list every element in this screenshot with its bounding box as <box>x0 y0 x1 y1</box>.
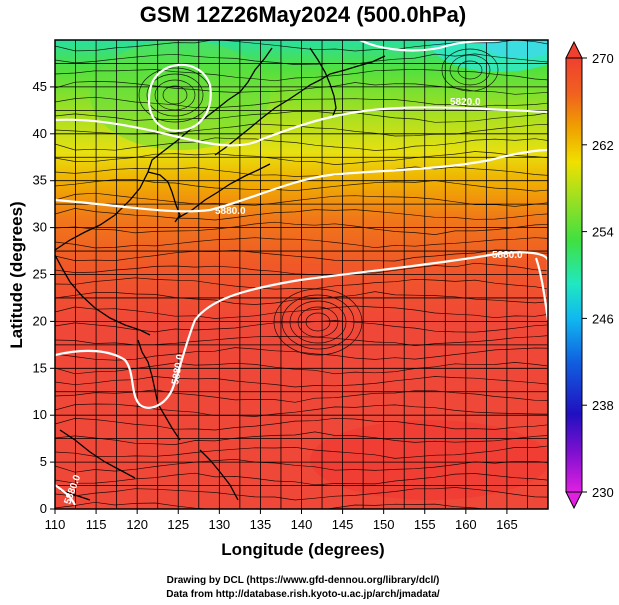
gridlines <box>55 40 548 509</box>
x-tick-label: 120 <box>126 517 148 532</box>
y-tick-label: 30 <box>33 220 47 235</box>
streamline <box>55 208 548 221</box>
streamline <box>55 237 548 249</box>
y-tick-label: 35 <box>33 173 47 188</box>
x-tick-label: 165 <box>496 517 518 532</box>
contour-5880-north <box>55 148 548 213</box>
x-tick-label: 160 <box>455 517 477 532</box>
vortex-streamline <box>441 48 499 92</box>
y-tick-label: 25 <box>33 267 47 282</box>
coastlines <box>55 47 386 501</box>
streamline <box>55 277 548 290</box>
y-tick-label: 10 <box>33 407 47 422</box>
streamline <box>55 501 487 509</box>
credit-line-2: Data from http://database.rish.kyoto-u.a… <box>166 589 440 600</box>
contour-sw-corner <box>55 484 76 506</box>
x-axis-ticks: 110 115 120 125 130 135 140 145 150 155 160 165 <box>45 509 518 532</box>
streamline <box>55 166 548 177</box>
streamline <box>55 472 548 486</box>
streamline <box>55 347 548 361</box>
streamline <box>55 376 548 388</box>
x-tick-label: 130 <box>208 517 230 532</box>
x-tick-label: 125 <box>167 517 189 532</box>
y-axis-title: Latitude (degrees) <box>7 201 26 348</box>
contour-5880-south <box>55 251 548 409</box>
y-tick-label: 40 <box>33 126 47 141</box>
contour-north-arc <box>359 40 501 52</box>
geopotential-contours <box>55 40 548 506</box>
x-tick-label: 155 <box>414 517 436 532</box>
x-tick-label: 110 <box>45 517 66 532</box>
y-tick-label: 5 <box>40 454 47 469</box>
x-tick-label: 135 <box>250 517 272 532</box>
colorbar-tick-label: 254 <box>592 225 614 240</box>
colorbar-top-arrow <box>565 40 583 59</box>
x-tick-label: 115 <box>86 517 107 532</box>
x-tick-label: 145 <box>332 517 354 532</box>
vortex-streamline <box>449 54 491 86</box>
streamline <box>55 417 548 431</box>
streamline <box>55 487 548 501</box>
streamline <box>55 221 548 235</box>
colorbar-ticks: 270 262 254 246 238 230 <box>582 51 614 500</box>
colorbar-tick-label: 238 <box>592 398 614 413</box>
warm-patch-south <box>310 420 548 500</box>
y-tick-label: 0 <box>40 501 47 516</box>
vortex-streamline <box>273 288 363 356</box>
colorbar-bottom-arrow <box>565 491 583 510</box>
chart-title: GSM 12Z26May2024 (500.0hPa) <box>140 2 467 27</box>
vortex-streamline <box>289 300 347 344</box>
closed-low-contour <box>147 63 212 132</box>
x-tick-label: 140 <box>291 517 313 532</box>
contour-se-vertical <box>534 257 548 321</box>
contour-label-3: 5880.0 <box>492 250 523 261</box>
streamline <box>55 249 548 262</box>
vortex-streamline <box>281 294 355 350</box>
streamline <box>55 137 548 151</box>
streamline <box>55 53 548 65</box>
y-tick-label: 20 <box>33 313 47 328</box>
colorbar-tick-label: 246 <box>592 311 614 326</box>
colorbar-tick-label: 262 <box>592 138 614 153</box>
credit-line-1: Drawing by DCL (https://www.gfd-dennou.o… <box>167 575 440 586</box>
cold-core-inner <box>480 40 548 58</box>
x-tick-label: 150 <box>373 517 395 532</box>
plot-area: 5820.0 5880.0 5880.0 5880.0 5880.0 <box>55 40 548 509</box>
contour-label-1: 5820.0 <box>450 97 481 108</box>
contour-label-2: 5880.0 <box>215 206 246 217</box>
streamline <box>55 431 548 445</box>
colorbar: 270 262 254 246 238 230 <box>565 40 614 510</box>
vortex-streamline <box>297 306 339 338</box>
y-axis-ticks: 0 5 10 15 20 25 30 35 40 45 <box>33 79 55 516</box>
contour-label-4: 5880.0 <box>170 353 186 385</box>
streamline <box>55 68 548 82</box>
colorbar-body <box>565 57 583 493</box>
streamline <box>55 403 548 417</box>
vortex-streamline <box>162 85 188 105</box>
streamline <box>55 96 548 109</box>
x-axis-title: Longitude (degrees) <box>221 540 384 559</box>
vortex-streamline <box>305 312 331 332</box>
streamline <box>55 179 548 192</box>
streamline <box>55 291 548 305</box>
y-tick-label: 45 <box>33 79 47 94</box>
green-low-west <box>90 40 270 150</box>
colorbar-tick-label: 270 <box>592 51 614 66</box>
vortex-streamline <box>457 60 483 80</box>
y-tick-label: 15 <box>33 360 47 375</box>
contour-5820 <box>55 106 548 147</box>
streamline <box>55 445 548 459</box>
vortex-streamline <box>146 73 204 117</box>
colorbar-tick-label: 230 <box>592 485 614 500</box>
streamline <box>55 111 548 123</box>
